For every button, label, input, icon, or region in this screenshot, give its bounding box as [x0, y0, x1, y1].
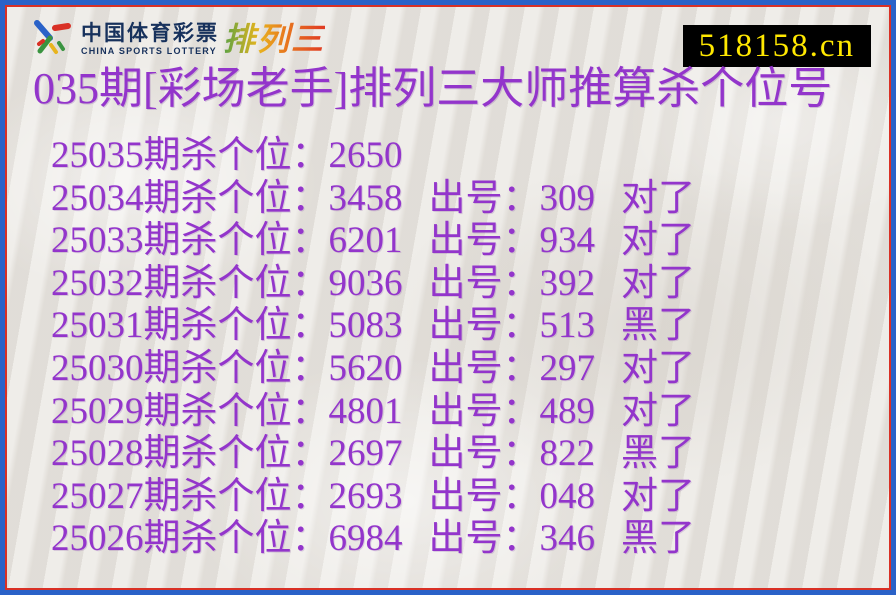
site-domain-banner[interactable]: 518158.cn [682, 25, 871, 67]
drawn-number-text: 出号：392 [428, 262, 596, 304]
page-title: 035期[彩场老手]排列三大师推算杀个位号 [33, 64, 833, 113]
drawn-number-text: 出号：822 [428, 433, 596, 475]
prediction-row: 25032期杀个位：9036 出号：392 对了 [51, 263, 881, 306]
game-name-pailiesan: 排列三 [223, 21, 326, 57]
kill-number-text: 25032期杀个位：9036 [51, 262, 403, 304]
drawn-number-text: 出号：297 [428, 347, 596, 389]
kill-number-text: 25028期杀个位：2697 [51, 433, 403, 475]
sports-lottery-logo-icon [34, 20, 71, 54]
kill-number-text: 25033期杀个位：6201 [51, 220, 403, 262]
drawn-number-text: 出号：489 [428, 390, 596, 432]
drawn-number-text: 出号：513 [428, 305, 596, 347]
result-text: 对了 [621, 262, 695, 304]
drawn-number-text: 出号：309 [428, 177, 596, 219]
kill-number-text: 25027期杀个位：2693 [51, 475, 403, 517]
result-text: 对了 [621, 475, 695, 517]
kill-number-text: 25030期杀个位：5620 [51, 347, 403, 389]
brand-text: 中国体育彩票 CHINA SPORTS LOTTERY [81, 22, 219, 57]
result-text: 对了 [621, 220, 695, 262]
china-sports-lottery-logo: 中国体育彩票 CHINA SPORTS LOTTERY 排列三 [29, 17, 325, 61]
result-text: 对了 [621, 390, 695, 432]
kill-number-text: 25029期杀个位：4801 [51, 390, 403, 432]
prediction-row: 25027期杀个位：2693 出号：048 对了 [51, 476, 881, 519]
result-text: 黑了 [621, 305, 695, 347]
prediction-row: 25035期杀个位：2650 [51, 135, 881, 178]
prediction-row: 25033期杀个位：6201 出号：934 对了 [51, 220, 881, 263]
brand-name-english: CHINA SPORTS LOTTERY [81, 45, 217, 56]
result-text: 黑了 [621, 518, 695, 560]
prediction-row: 25034期杀个位：3458 出号：309 对了 [51, 178, 881, 221]
content-frame: 中国体育彩票 CHINA SPORTS LOTTERY 排列三 518158.c… [5, 5, 891, 590]
prediction-row: 25028期杀个位：2697 出号：822 黑了 [51, 433, 881, 476]
kill-number-text: 25035期杀个位：2650 [51, 135, 403, 176]
kill-number-text: 25031期杀个位：5083 [51, 305, 403, 347]
result-text: 对了 [621, 347, 695, 389]
drawn-number-text: 出号：048 [428, 475, 596, 517]
header: 中国体育彩票 CHINA SPORTS LOTTERY 排列三 518158.c… [7, 13, 889, 69]
prediction-row: 25026期杀个位：6984 出号：346 黑了 [51, 518, 881, 561]
result-text: 对了 [621, 177, 695, 219]
drawn-number-text: 出号：346 [428, 518, 596, 560]
prediction-row: 25030期杀个位：5620 出号：297 对了 [51, 348, 881, 391]
prediction-list: 25035期杀个位：2650 25034期杀个位：3458 出号：309 对了 25… [51, 135, 881, 561]
prediction-row: 25029期杀个位：4801 出号：489 对了 [51, 391, 881, 434]
prediction-row: 25031期杀个位：5083 出号：513 黑了 [51, 305, 881, 348]
drawn-number-text: 出号：934 [428, 220, 596, 262]
brand-name-chinese: 中国体育彩票 [81, 21, 219, 45]
kill-number-text: 25034期杀个位：3458 [51, 177, 403, 219]
kill-number-text: 25026期杀个位：6984 [51, 518, 403, 560]
result-text: 黑了 [621, 433, 695, 475]
